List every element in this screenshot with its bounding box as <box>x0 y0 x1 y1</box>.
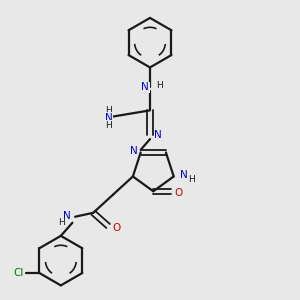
Text: H: H <box>157 81 163 90</box>
Text: H: H <box>105 106 112 115</box>
Text: N: N <box>180 170 188 180</box>
Text: N: N <box>105 113 112 123</box>
Text: N: N <box>63 211 71 221</box>
Text: O: O <box>112 223 121 232</box>
Text: H: H <box>105 121 112 130</box>
Text: N: N <box>130 146 137 156</box>
Text: N: N <box>141 82 149 92</box>
Text: H: H <box>188 175 195 184</box>
Text: H: H <box>58 218 64 227</box>
Text: Cl: Cl <box>14 268 24 278</box>
Text: O: O <box>174 188 182 198</box>
Text: N: N <box>154 130 162 140</box>
